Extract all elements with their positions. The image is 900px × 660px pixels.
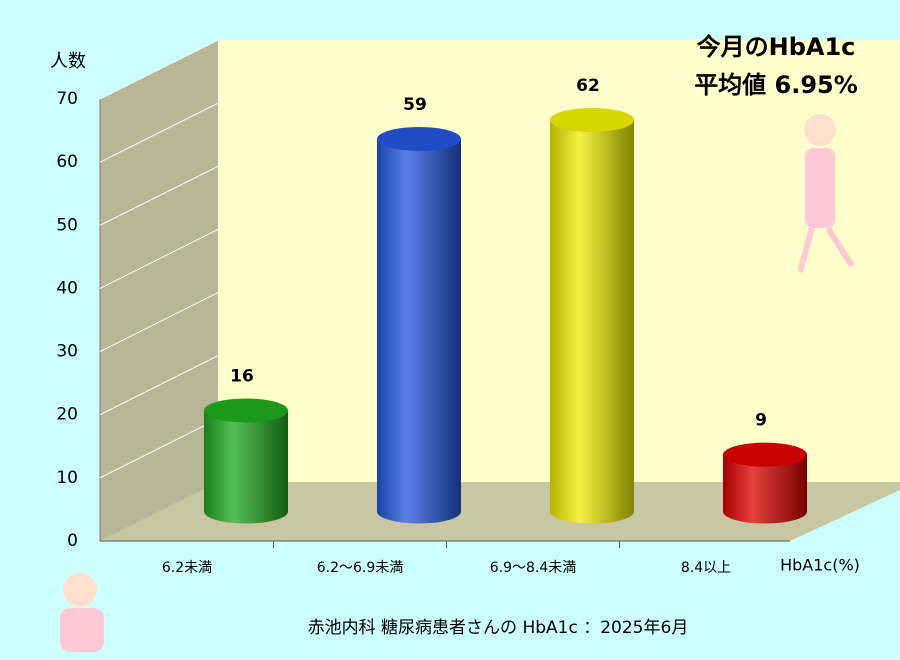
y-axis-label: 人数: [50, 51, 86, 72]
x-tick-label: 6.2～6.9未満: [317, 560, 404, 576]
grid-line: [99, 102, 219, 163]
grid-line: [99, 418, 219, 479]
grid-line: [99, 292, 219, 353]
bar: [550, 120, 634, 512]
x-tick-label: 8.4以上: [681, 560, 731, 576]
y-tick-label: 50: [56, 215, 78, 235]
y-tick-label: 10: [56, 468, 78, 488]
y-tick-label: 40: [56, 278, 78, 298]
value-label: 9: [755, 411, 767, 431]
nurse-illustration: [60, 114, 855, 652]
bar: [204, 410, 288, 512]
bar: [377, 138, 461, 512]
annotation: 平均値 6.95%: [694, 71, 858, 99]
side-wall: [100, 40, 218, 541]
floor: [100, 482, 900, 541]
x-tick-label: 6.9～8.4未満: [490, 560, 577, 576]
value-label: 62: [576, 76, 600, 96]
cylinder-top: [723, 442, 807, 467]
y-tick-label: 30: [56, 342, 78, 362]
value-label: 59: [403, 95, 427, 115]
cylinder-top: [377, 126, 461, 151]
cylinder-top: [204, 398, 288, 423]
footer: 赤池内科 糖尿病患者さんの HbA1c ：2025年6月: [308, 618, 689, 638]
grid-line: [99, 39, 219, 100]
grid-line: [99, 165, 219, 226]
y-tick-label: 0: [67, 531, 78, 551]
cylinder-top: [550, 108, 634, 133]
x-axis-label: HbA1c(%): [780, 556, 860, 575]
value-label: 16: [230, 366, 254, 386]
grid-line: [99, 228, 219, 289]
y-tick-label: 70: [56, 89, 78, 109]
grid-line: [99, 355, 219, 416]
x-tick-label: 6.2未満: [162, 560, 212, 576]
y-tick-label: 60: [56, 152, 78, 172]
y-tick-label: 20: [56, 405, 78, 425]
annotation: 今月のHbA1c: [697, 33, 856, 61]
